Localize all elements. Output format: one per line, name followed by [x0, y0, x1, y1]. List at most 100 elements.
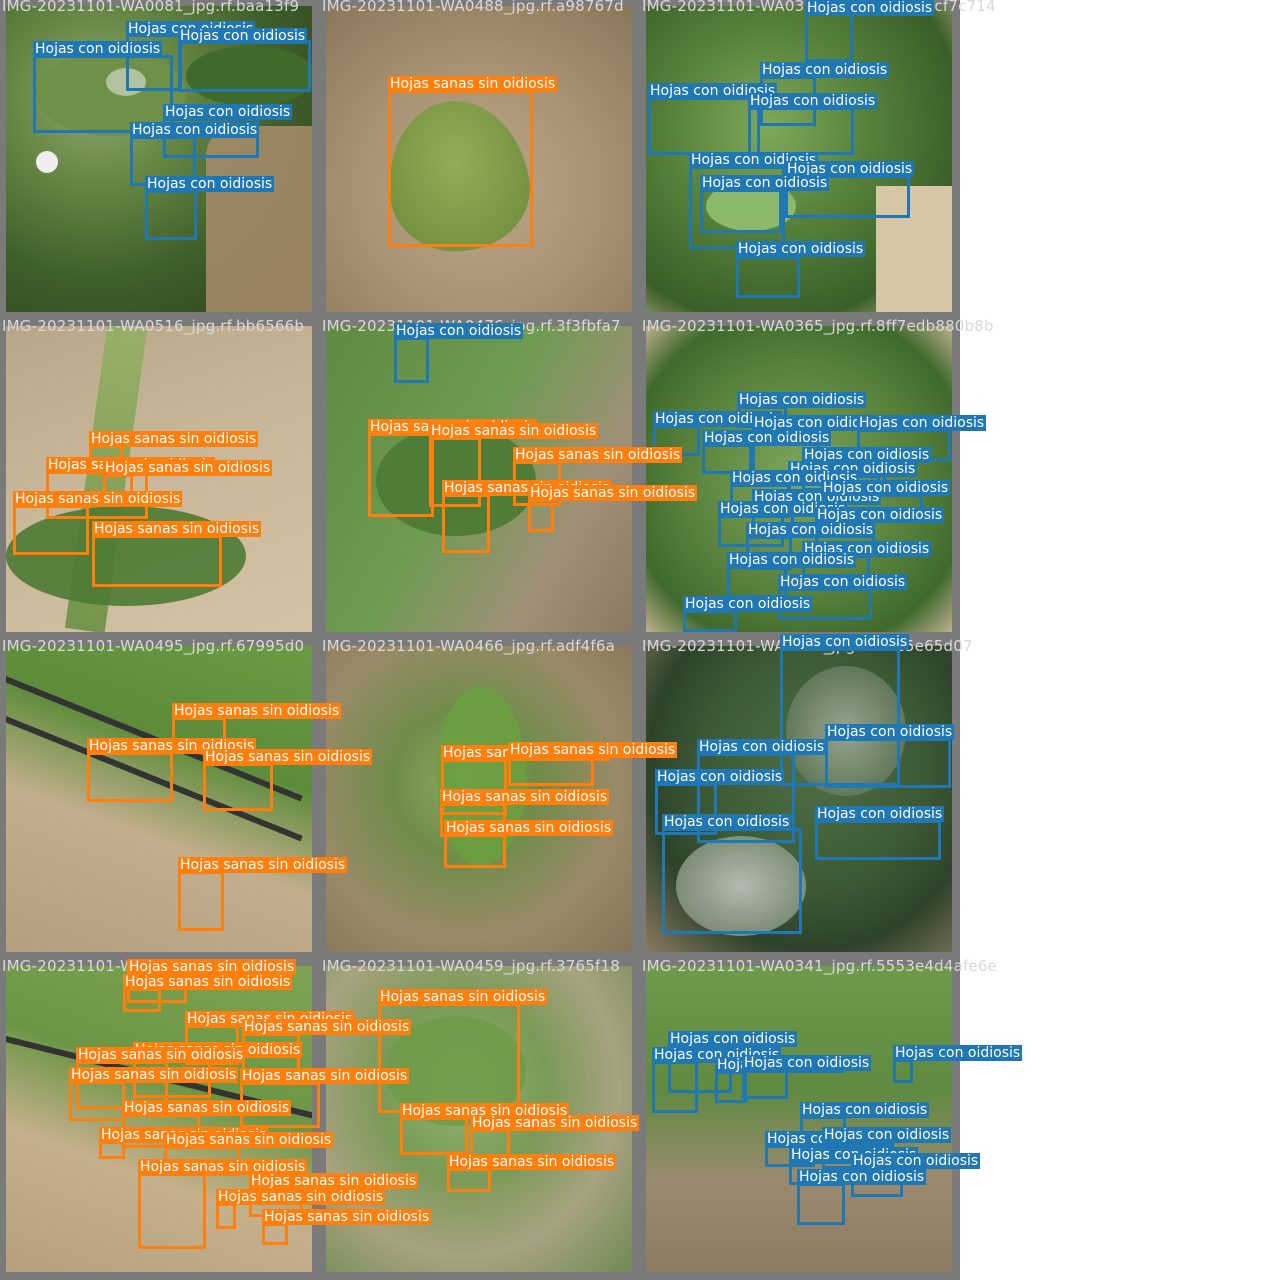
detection-label: Hojas sanas sin oidiosis: [508, 742, 678, 758]
detection-label: Hojas con oidiosis: [394, 323, 524, 339]
detection-label: Hojas con oidiosis: [700, 175, 830, 191]
detection-label: Hojas con oidiosis: [752, 415, 882, 431]
detection-label: Hojas sanas sin oidiosis: [440, 789, 610, 805]
detection-label: Hojas sanas sin oidiosis: [429, 423, 599, 439]
detection-box-sanas: [87, 752, 173, 802]
detection-box-con-oidiosis: [394, 337, 429, 383]
detection-box-sanas: [203, 763, 273, 811]
leaf-photo: [326, 6, 632, 312]
detection-label: Hojas sanas sin oidiosis: [262, 1209, 432, 1225]
detection-label: Hojas con oidiosis: [697, 739, 827, 755]
detection-label: Hojas con oidiosis: [857, 415, 987, 431]
detection-label: Hojas con oidiosis: [163, 104, 293, 120]
detection-label: Hojas con oidiosis: [825, 724, 955, 740]
detection-label: Hojas sanas sin oidiosis: [242, 1019, 412, 1035]
detection-label: Hojas sanas sin oidiosis: [249, 1173, 419, 1189]
detection-label: Hojas sanas sin oidiosis: [388, 76, 558, 92]
detection-label: Hojas con oidiosis: [748, 93, 878, 109]
detection-box-con-oidiosis: [736, 256, 800, 298]
detection-label: Hojas sanas sin oidiosis: [178, 857, 348, 873]
detection-label: Hojas sanas sin oidiosis: [444, 820, 614, 836]
detection-label: Hojas sanas sin oidiosis: [89, 431, 259, 447]
detection-label: Hojas sanas sin oidiosis: [528, 485, 698, 501]
detection-box-sanas: [470, 1129, 510, 1157]
detection-label: Hojas sanas sin oidiosis: [240, 1068, 410, 1084]
detection-label: Hojas con oidiosis: [815, 507, 945, 523]
detection-box-sanas: [216, 1203, 236, 1229]
detection-box-con-oidiosis: [797, 1183, 845, 1225]
detection-label: Hojas sanas sin oidiosis: [164, 1132, 334, 1148]
detection-label: Hojas con oidiosis: [800, 1102, 930, 1118]
detection-box-sanas: [528, 499, 554, 532]
detection-label: Hojas con oidiosis: [727, 552, 857, 568]
detection-label: Hojas sanas sin oidiosis: [447, 1154, 617, 1170]
detection-label: Hojas con oidiosis: [778, 574, 908, 590]
detection-label: Hojas con oidiosis: [760, 62, 890, 78]
detection-label: Hojas sanas sin oidiosis: [513, 447, 683, 463]
detection-box-sanas: [92, 535, 222, 587]
detection-label: Hojas con oidiosis: [178, 28, 308, 44]
detection-label: Hojas con oidiosis: [851, 1153, 981, 1169]
detection-label: Hojas sanas sin oidiosis: [103, 460, 273, 476]
detection-box-con-oidiosis: [815, 820, 941, 860]
detection-label: Hojas sanas sin oidiosis: [470, 1115, 640, 1131]
detection-label: Hojas sanas sin oidiosis: [172, 703, 342, 719]
detection-label: Hojas sanas sin oidiosis: [123, 974, 293, 990]
detection-box-con-oidiosis: [683, 610, 737, 632]
detection-label: Hojas con oidiosis: [893, 1045, 1023, 1061]
detection-box-sanas: [138, 1173, 206, 1249]
detection-box-sanas: [69, 1081, 125, 1121]
detection-label: Hojas con oidiosis: [33, 41, 163, 57]
detection-label: Hojas con oidiosis: [145, 176, 275, 192]
detection-label: Hojas con oidiosis: [702, 430, 832, 446]
detection-label: Hojas con oidiosis: [746, 522, 876, 538]
detection-label: Hojas con oidiosis: [662, 814, 792, 830]
detection-box-con-oidiosis: [742, 1069, 788, 1099]
detection-box-sanas: [400, 1117, 468, 1155]
detection-box-sanas: [388, 90, 533, 247]
detection-label: Hojas con oidiosis: [802, 447, 932, 463]
detection-label: Hojas sanas sin oidiosis: [138, 1159, 308, 1175]
detection-box-sanas: [442, 494, 490, 553]
detection-box-con-oidiosis: [893, 1059, 913, 1083]
detection-box-con-oidiosis: [700, 189, 782, 233]
detection-label: Hojas con oidiosis: [821, 480, 951, 496]
detection-label: Hojas con oidiosis: [797, 1169, 927, 1185]
detection-label: Hojas con oidiosis: [780, 634, 910, 650]
detection-box-sanas: [368, 433, 434, 517]
detection-box-con-oidiosis: [648, 97, 760, 155]
detection-label: Hojas sanas sin oidiosis: [203, 749, 373, 765]
detection-box-sanas: [99, 1141, 125, 1159]
detection-box-con-oidiosis: [652, 1061, 698, 1113]
detection-label: Hojas con oidiosis: [648, 83, 778, 99]
detection-label: Hojas con oidiosis: [683, 596, 813, 612]
detection-box-con-oidiosis: [748, 107, 854, 155]
detection-box-sanas: [178, 871, 224, 931]
detection-label: Hojas con oidiosis: [737, 392, 867, 408]
detection-label: Hojas con oidiosis: [805, 0, 935, 16]
detection-label: Hojas con oidiosis: [785, 161, 915, 177]
tile: IMG-20231101-WA0398_jpg.rf.b9e5e65d07: [640, 638, 973, 960]
detection-box-sanas: [13, 505, 89, 555]
detection-label: Hojas con oidiosis: [655, 769, 785, 785]
detection-box-con-oidiosis: [145, 190, 197, 240]
detection-label: Hojas con oidiosis: [742, 1055, 872, 1071]
detection-box-con-oidiosis: [662, 828, 802, 934]
detection-label: Hojas con oidiosis: [815, 806, 945, 822]
detection-box-sanas: [447, 1168, 491, 1192]
detection-label: Hojas sanas sin oidiosis: [122, 1100, 292, 1116]
detection-label: Hojas con oidiosis: [718, 501, 848, 517]
detection-box-sanas: [444, 834, 506, 868]
detection-label: Hojas con oidiosis: [822, 1127, 952, 1143]
detection-label: Hojas sanas sin oidiosis: [13, 491, 183, 507]
detection-box-sanas: [123, 988, 161, 1012]
detection-label: Hojas sanas sin oidiosis: [76, 1047, 246, 1063]
leaf-photo: [646, 646, 952, 952]
detection-label: Hojas con oidiosis: [653, 411, 783, 427]
detection-box-con-oidiosis: [178, 40, 311, 92]
detection-box-sanas: [262, 1223, 288, 1245]
leaf-photo: [646, 966, 952, 1272]
detection-label: Hojas sanas sin oidiosis: [92, 521, 262, 537]
detection-label: Hojas sanas sin oidiosis: [216, 1189, 386, 1205]
detection-label: Hojas con oidiosis: [736, 241, 866, 257]
